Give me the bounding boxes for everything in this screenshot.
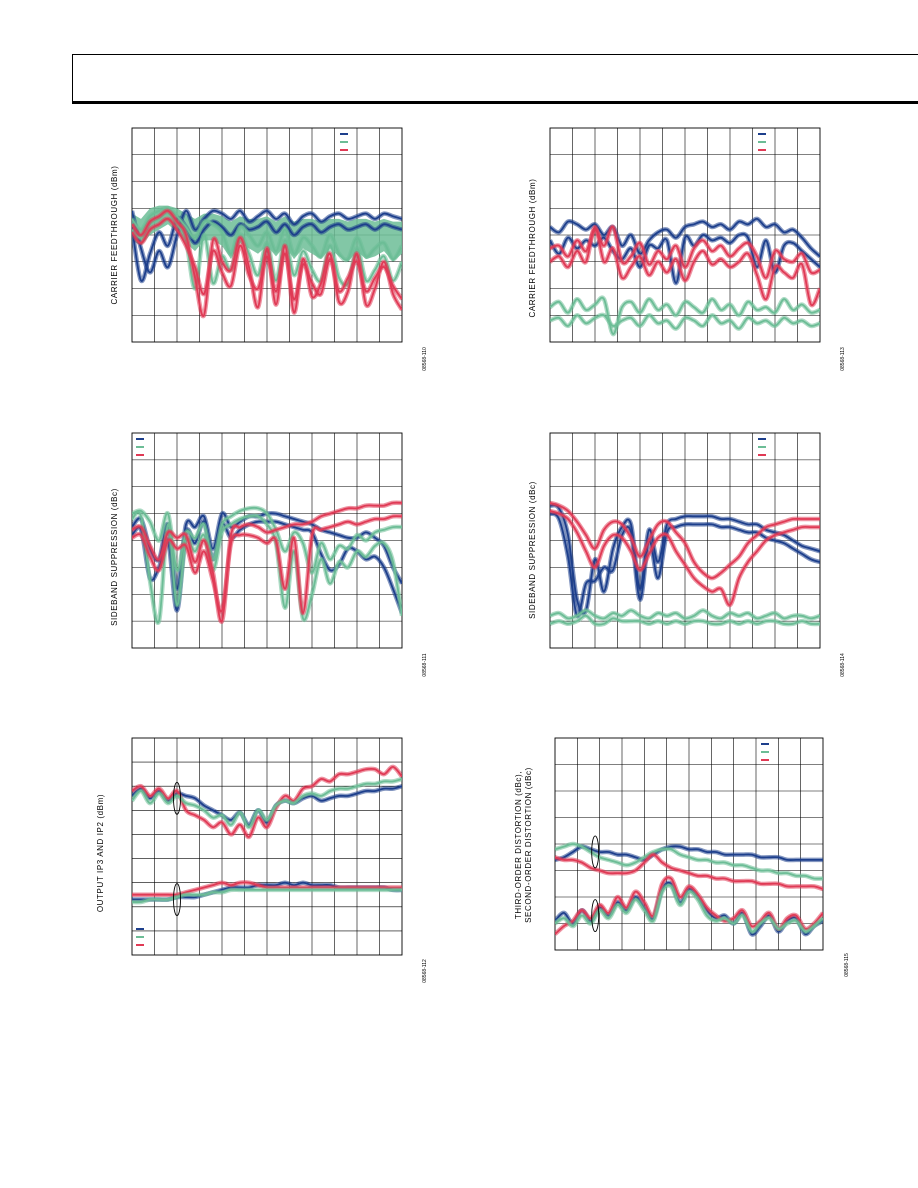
series-line	[132, 881, 402, 896]
series-line	[555, 843, 823, 880]
series-group-marker	[591, 835, 600, 869]
series-line	[555, 845, 823, 861]
series-line	[132, 506, 402, 574]
series-line	[550, 512, 820, 617]
plot-area	[550, 216, 820, 337]
series-line	[132, 778, 402, 829]
plot-frame	[549, 432, 821, 649]
series-line	[132, 766, 402, 838]
series-line	[550, 502, 820, 580]
header-rule	[72, 102, 918, 104]
plot-frame	[131, 737, 403, 956]
grid	[131, 127, 403, 343]
y-axis-label: THIRD-ORDER DISTORTION (dBc),	[514, 770, 523, 920]
series-line	[132, 209, 402, 317]
series-line	[132, 888, 402, 904]
page-header	[72, 54, 918, 102]
plot-area	[132, 500, 402, 626]
legend	[340, 133, 348, 151]
series-line	[550, 609, 820, 620]
plot-frame	[131, 432, 403, 649]
series-line	[550, 296, 820, 335]
series-line	[132, 511, 402, 624]
plot-area	[550, 500, 820, 627]
series-line	[550, 314, 820, 330]
grid	[131, 737, 403, 956]
figure-id: 08568-115	[844, 953, 850, 977]
legend	[761, 743, 769, 761]
legend	[758, 133, 766, 151]
plot-frame	[549, 127, 821, 343]
series-line	[555, 853, 823, 890]
series-line	[132, 209, 402, 274]
series-line	[550, 510, 820, 606]
y-axis-label-2: SECOND-ORDER DISTORTION (dBc)	[524, 767, 533, 923]
series-line	[132, 207, 402, 261]
series-line	[132, 217, 402, 301]
legend	[136, 928, 144, 946]
series-line	[550, 504, 820, 615]
series-line	[132, 501, 402, 623]
series-line	[132, 515, 402, 615]
series-line	[550, 614, 820, 626]
plot-area	[132, 764, 402, 905]
series-line	[550, 218, 820, 258]
series-group-marker	[591, 899, 600, 932]
legend	[136, 438, 144, 456]
plot-frame	[554, 737, 824, 951]
plot-area	[132, 205, 402, 319]
series-line	[550, 226, 820, 307]
series-line	[555, 884, 823, 933]
series-group-marker	[173, 781, 181, 815]
series-group-marker	[173, 883, 181, 916]
plot-area	[555, 841, 823, 937]
legend	[758, 438, 766, 456]
